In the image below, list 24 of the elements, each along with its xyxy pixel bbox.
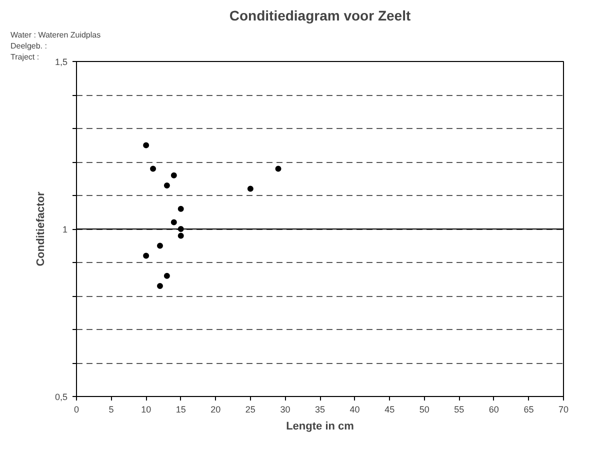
text: Deelgeb. : (10, 42, 47, 50)
x-axis-title: Lengte in cm (286, 420, 354, 432)
x-tick-label: 60 (488, 404, 499, 414)
y-tick-label: 0,5 (54, 392, 68, 402)
x-tick-label: 50 (419, 404, 430, 414)
x-tick-label: 30 (280, 404, 290, 414)
chart-title: Conditiediagram voor Zeelt (229, 8, 411, 24)
x-tick-label: 20 (210, 404, 221, 414)
x-tick-label: 40 (350, 404, 360, 414)
y-axis-title: Conditiefactor (34, 191, 47, 266)
x-tick-label: 70 (558, 404, 569, 414)
x-tick-label: 35 (314, 404, 326, 414)
x-tick-label: 25 (245, 404, 256, 414)
x-tick-label: 5 (108, 404, 114, 414)
x-tick-label: 65 (524, 404, 534, 414)
y-tick-label: 1 (62, 224, 68, 234)
y-tick-label: 1,5 (54, 57, 68, 67)
text: Traject : (10, 52, 40, 62)
text: Water : Wateren Zuidplas (10, 30, 101, 40)
x-tick-label: 45 (384, 404, 395, 414)
x-tick-label: 0 (74, 404, 80, 414)
x-tick-label: 15 (176, 404, 186, 414)
x-tick-label: 10 (141, 404, 152, 414)
x-tick-label: 55 (454, 404, 464, 414)
